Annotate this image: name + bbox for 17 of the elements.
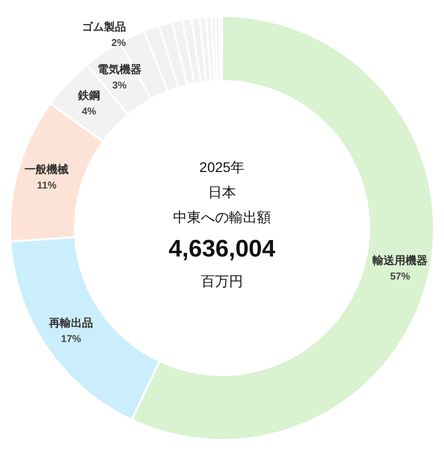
- data-label: 57%: [390, 271, 410, 282]
- text: 中東への輸出額: [173, 209, 271, 225]
- text: 日本: [208, 184, 236, 200]
- slice-label: 一般機械: [24, 163, 69, 176]
- slice-label: 再輸出品: [48, 316, 94, 330]
- data-label: 4%: [82, 106, 96, 118]
- data-label: 2%: [111, 38, 126, 49]
- data-label: 3%: [112, 80, 127, 92]
- data-label: 11%: [37, 180, 57, 192]
- data-label: 17%: [61, 334, 82, 346]
- text: 百万円: [201, 273, 243, 289]
- slice-label: ゴム製品: [82, 20, 126, 34]
- text: 4,636,004: [168, 236, 276, 262]
- slice-label: 電気機器: [97, 63, 142, 76]
- slice-label: 輸送用機器: [372, 254, 428, 267]
- text: 2025年: [199, 159, 245, 175]
- slice-label: 鉄鋼: [76, 89, 100, 102]
